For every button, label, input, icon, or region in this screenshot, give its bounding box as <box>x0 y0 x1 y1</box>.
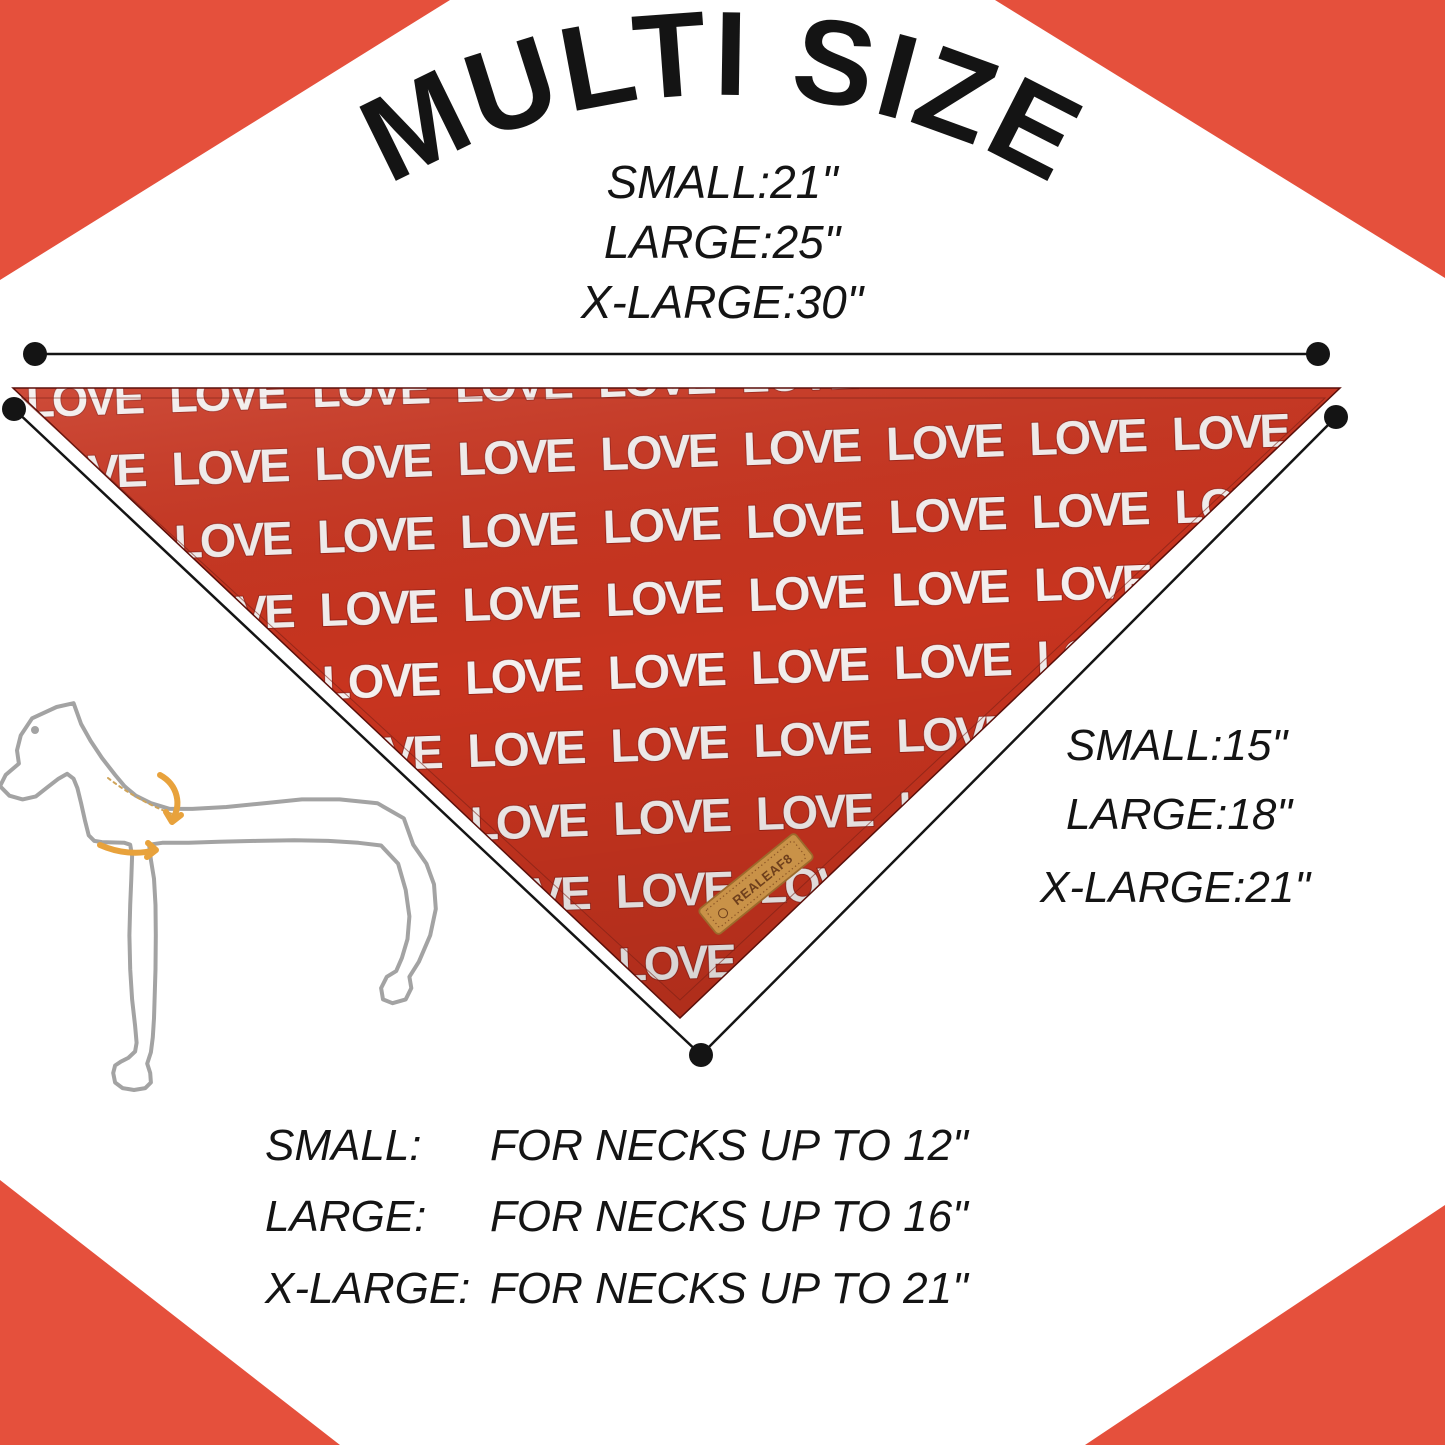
svg-text:LARGE:18": LARGE:18" <box>1066 790 1294 839</box>
svg-text:FOR NECKS UP TO 21": FOR NECKS UP TO 21" <box>490 1264 970 1313</box>
svg-text:X-LARGE:30": X-LARGE:30" <box>580 276 866 328</box>
svg-text:LARGE:25": LARGE:25" <box>604 216 843 268</box>
svg-text:X-LARGE:21": X-LARGE:21" <box>1039 863 1312 912</box>
svg-text:SMALL:15": SMALL:15" <box>1066 721 1289 770</box>
svg-text:LARGE:: LARGE: <box>265 1192 426 1241</box>
svg-text:X-LARGE:: X-LARGE: <box>264 1264 470 1313</box>
svg-text:FOR NECKS UP TO 16": FOR NECKS UP TO 16" <box>490 1192 970 1241</box>
svg-text:FOR NECKS UP TO 12": FOR NECKS UP TO 12" <box>490 1121 970 1170</box>
svg-text:SMALL:21": SMALL:21" <box>606 156 840 208</box>
svg-text:SMALL:: SMALL: <box>265 1121 422 1170</box>
